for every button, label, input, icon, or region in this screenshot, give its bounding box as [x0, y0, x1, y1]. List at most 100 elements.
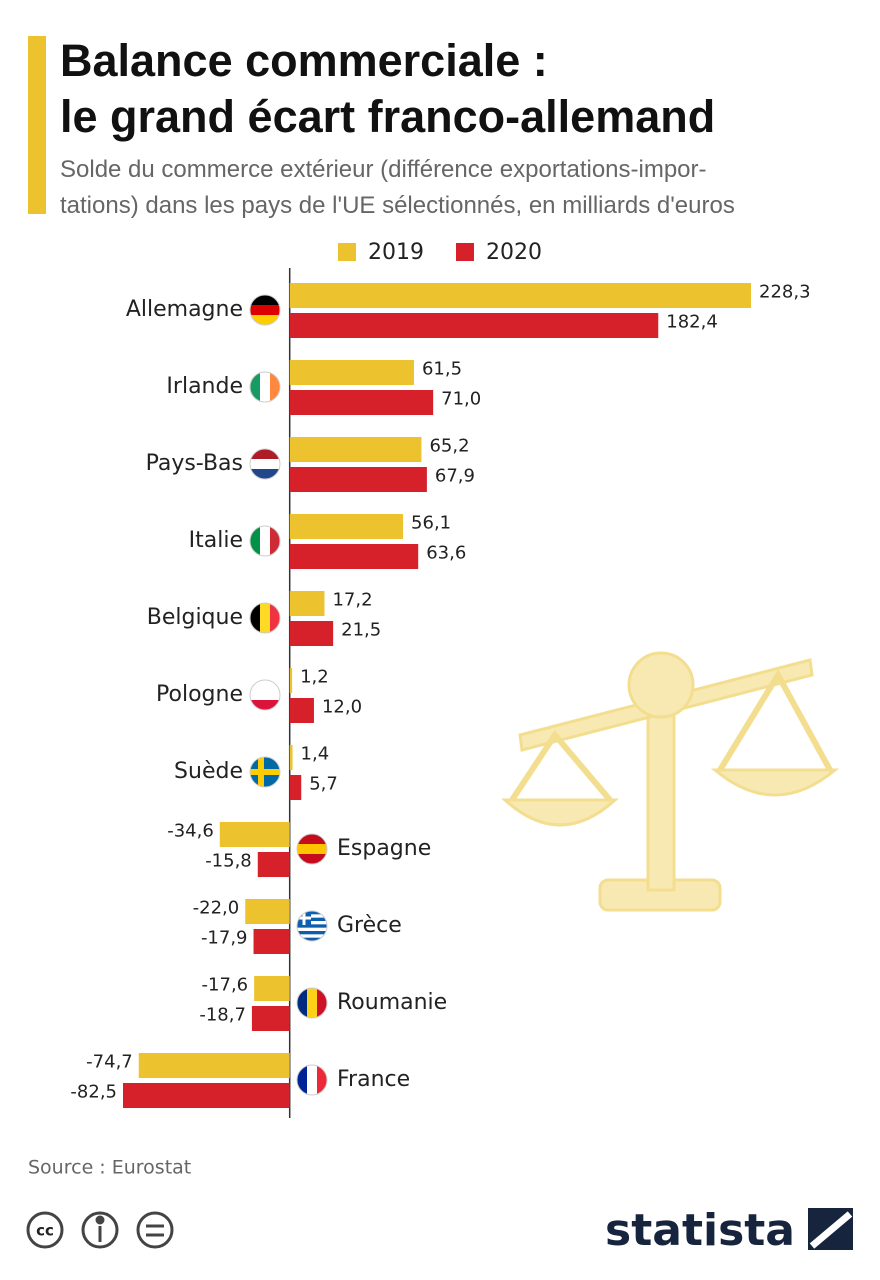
- bar: [289, 668, 293, 693]
- flag-border: [249, 294, 281, 326]
- flag-border: [249, 448, 281, 480]
- flag-cross: [250, 769, 280, 775]
- legend-label: 2019: [368, 240, 424, 265]
- flag: [250, 526, 280, 556]
- bar: [289, 437, 422, 462]
- flag-cross: [258, 757, 264, 787]
- flag-border: [249, 602, 281, 634]
- flag-stripe: [297, 934, 327, 938]
- legend-swatch: [456, 243, 474, 261]
- category-label: Roumanie: [337, 990, 447, 1015]
- value-label: -82,5: [70, 1082, 117, 1103]
- value-label: -74,7: [86, 1052, 133, 1073]
- flag-border: [249, 756, 281, 788]
- plot: Allemagne 228,3 182,4 Irlande 61,5 71,0 Pays-B…: [70, 268, 811, 1118]
- bar: [289, 360, 414, 385]
- bar: [253, 929, 290, 954]
- flag: [250, 680, 280, 710]
- flag-stripe: [297, 924, 327, 928]
- legend-swatch: [338, 243, 356, 261]
- category-label: Suède: [174, 759, 243, 784]
- bar: [289, 467, 427, 492]
- scale-illustration: [501, 651, 840, 912]
- value-label: 5,7: [309, 774, 338, 795]
- flag-stripe: [250, 305, 280, 316]
- flag-stripe: [297, 854, 327, 864]
- bar: [289, 283, 751, 308]
- flag-stripe: [270, 526, 280, 556]
- value-label: -34,6: [167, 821, 214, 842]
- license-text: cc: [36, 1222, 54, 1240]
- value-label: 67,9: [435, 466, 475, 487]
- flag-stripe: [260, 603, 271, 633]
- bar: [289, 775, 302, 800]
- flag-stripe: [250, 459, 280, 470]
- value-label: 182,4: [666, 312, 718, 333]
- flag-stripe: [250, 449, 280, 460]
- value-label: 21,5: [341, 620, 381, 641]
- flag-stripe: [250, 372, 261, 402]
- bar: [289, 745, 293, 770]
- flag: [297, 1065, 327, 1095]
- flag-stripe: [297, 914, 327, 918]
- bar: [219, 822, 290, 847]
- bar: [289, 621, 334, 646]
- flag-stripe: [297, 927, 327, 932]
- flag: [297, 834, 327, 864]
- flag-stripe: [297, 917, 327, 922]
- flag-border: [249, 525, 281, 557]
- brand-logo: [808, 1208, 853, 1250]
- category-label: Irlande: [166, 374, 243, 399]
- flag: [297, 988, 327, 1018]
- value-label: 12,0: [322, 697, 362, 718]
- bar: [289, 591, 325, 616]
- flag-stripe: [260, 372, 271, 402]
- value-label: 17,2: [332, 590, 372, 611]
- flag-border: [296, 1064, 328, 1096]
- category-label: Allemagne: [126, 297, 243, 322]
- value-label: 1,4: [301, 744, 330, 765]
- category-label: Pays-Bas: [146, 451, 243, 476]
- flag-stripe: [250, 603, 261, 633]
- flag-stripe: [250, 469, 280, 479]
- accent-bar: [28, 36, 46, 214]
- bar: [289, 698, 314, 723]
- flag-stripe: [297, 931, 327, 935]
- bar: [123, 1083, 290, 1108]
- flag: [250, 449, 280, 479]
- value-label: -15,8: [205, 851, 252, 872]
- bar: [138, 1053, 290, 1078]
- flag-stripe: [297, 988, 308, 1018]
- bar: [289, 313, 659, 338]
- bar: [254, 976, 290, 1001]
- subtitle-line: tations) dans les pays de l'UE sélection…: [60, 192, 735, 219]
- value-label: -18,7: [199, 1005, 246, 1026]
- flag-stripe: [317, 1065, 327, 1095]
- flag: [250, 372, 280, 402]
- flag-stripe: [297, 1065, 308, 1095]
- value-label: -22,0: [193, 898, 240, 919]
- flag-stripe: [260, 526, 271, 556]
- bar: [251, 1006, 290, 1031]
- flag-stripe: [307, 1065, 318, 1095]
- flag: [250, 757, 280, 787]
- bar: [245, 899, 290, 924]
- category-label: France: [337, 1067, 410, 1092]
- flag-stripe: [297, 911, 327, 915]
- value-label: 228,3: [759, 282, 811, 303]
- brand: statista: [605, 1205, 795, 1256]
- flag-stripe: [297, 921, 327, 925]
- flag-border: [296, 910, 328, 942]
- value-label: 71,0: [441, 389, 481, 410]
- category-label: Pologne: [156, 682, 243, 707]
- category-label: Grèce: [337, 913, 402, 938]
- value-label: 65,2: [429, 436, 469, 457]
- license-icons: [26, 1211, 174, 1249]
- flag-stripe: [307, 988, 318, 1018]
- title-line: le grand écart franco-allemand: [60, 91, 715, 142]
- bar: [289, 544, 419, 569]
- flag-stripe: [250, 690, 280, 701]
- flag-stripe: [250, 700, 280, 710]
- title-line: Balance commerciale :: [60, 35, 548, 86]
- legend-label: 2020: [486, 240, 542, 265]
